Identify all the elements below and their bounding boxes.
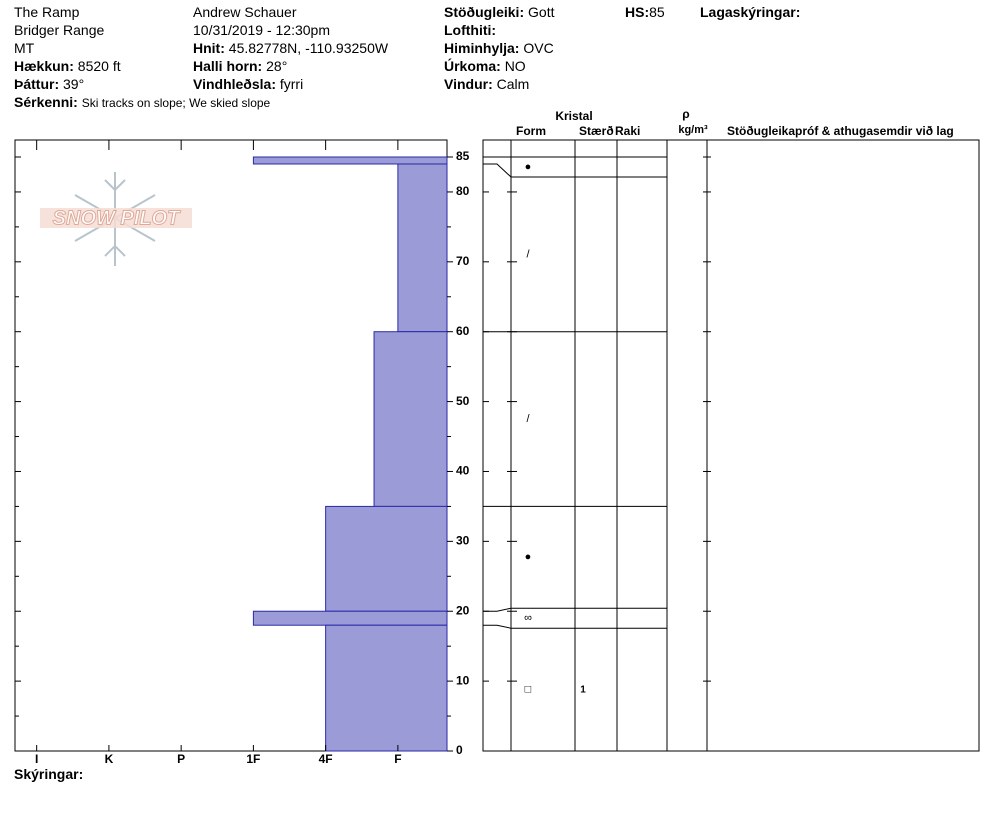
column-lines (510, 140, 708, 751)
y-tick-label: 80 (456, 184, 470, 198)
label: Himinhylja: (444, 40, 520, 56)
footer: Skýringar: (14, 765, 83, 783)
y-tick-label: 85 (456, 149, 470, 163)
x-tick-label: K (105, 752, 114, 766)
grain-form: / (526, 248, 530, 260)
column-header: kg/m³ (678, 124, 708, 136)
layer-connector (483, 607, 512, 612)
value: OVC (523, 40, 554, 56)
x-tick-label: P (177, 752, 185, 766)
label: Stöðugleiki: (444, 4, 525, 20)
logo-band (40, 208, 192, 228)
value: 8520 ft (77, 58, 121, 74)
label: Skýringar: (14, 766, 84, 782)
layer-connector (483, 163, 512, 178)
label: HS: (625, 4, 650, 20)
grain-form: ● (525, 161, 532, 173)
y-tick-label: 60 (456, 324, 470, 338)
value: 28° (266, 58, 288, 74)
value: 85 (649, 4, 665, 20)
label: Lagaskýringar: (700, 4, 801, 20)
column-header: Stærð (579, 124, 614, 138)
grain-form: □ (525, 684, 532, 696)
x-tick-label: I (35, 752, 38, 766)
observer: Andrew Schauer (193, 4, 297, 20)
hardness-bar (252, 610, 448, 626)
hardness-bar (325, 505, 448, 612)
hs: HS:85 (625, 3, 665, 21)
layer-connector (483, 624, 512, 629)
header-col3: Stöðugleiki: Gott Lofthiti: Himinhylja: … (444, 3, 554, 93)
site: The Ramp (14, 4, 80, 20)
grain-form: ● (525, 551, 532, 563)
logo-text: SNOW PILOT (53, 207, 181, 229)
y-tick-label: 20 (456, 603, 470, 617)
datetime: 10/31/2019 - 12:30pm (193, 22, 330, 38)
x-tick-label: 1F (246, 752, 260, 766)
hardness-bar (373, 331, 448, 507)
layer-notes: Lagaskýringar: (700, 3, 800, 21)
label: Úrkoma: (444, 58, 501, 74)
label: Halli horn: (193, 58, 263, 74)
column-header: Raki (615, 124, 640, 138)
label: Hækkun: (14, 58, 74, 74)
grain-form: ∞ (524, 612, 532, 624)
value: Calm (496, 76, 530, 92)
y-tick-label: 0 (456, 743, 463, 757)
hardness-bar (397, 163, 448, 333)
column-header: ρ (682, 107, 689, 121)
value: fyrri (279, 76, 304, 92)
label: Sérkenni: (14, 94, 78, 110)
column-header: Kristal (555, 109, 592, 123)
hardness-bar (252, 156, 448, 165)
label: Vindhleðsla: (193, 76, 276, 92)
range: Bridger Range (14, 22, 105, 38)
grain-size: 1 (580, 684, 586, 695)
label: Lofthiti: (444, 22, 497, 38)
label: Vindur: (444, 76, 493, 92)
value: Ski tracks on slope; We skied slope (81, 96, 271, 110)
column-header: Stöðugleikapróf & athugasemdir við lag (727, 124, 954, 138)
column-header: Form (516, 124, 546, 138)
y-tick-label: 30 (456, 534, 470, 548)
state: MT (14, 40, 35, 56)
value: 39° (63, 76, 85, 92)
y-tick-label: 40 (456, 464, 470, 478)
value: Gott (528, 4, 555, 20)
label: Hnit: (193, 40, 225, 56)
value: 45.82778N, -110.93250W (228, 40, 389, 56)
y-tick-label: 70 (456, 254, 470, 268)
header-col2: Andrew Schauer 10/31/2019 - 12:30pm Hnit… (193, 3, 388, 93)
table-frame (482, 139, 980, 752)
label: Þáttur: (14, 76, 60, 92)
hardness-bar (325, 624, 448, 752)
y-tick-label: 10 (456, 673, 470, 687)
y-tick-label: 50 (456, 394, 470, 408)
grain-form: / (526, 413, 530, 425)
header-col1: The Ramp Bridger Range MT Hækkun: 8520 f… (14, 3, 270, 112)
x-tick-label: F (394, 752, 401, 766)
value: NO (504, 58, 526, 74)
x-tick-label: 4F (319, 752, 333, 766)
